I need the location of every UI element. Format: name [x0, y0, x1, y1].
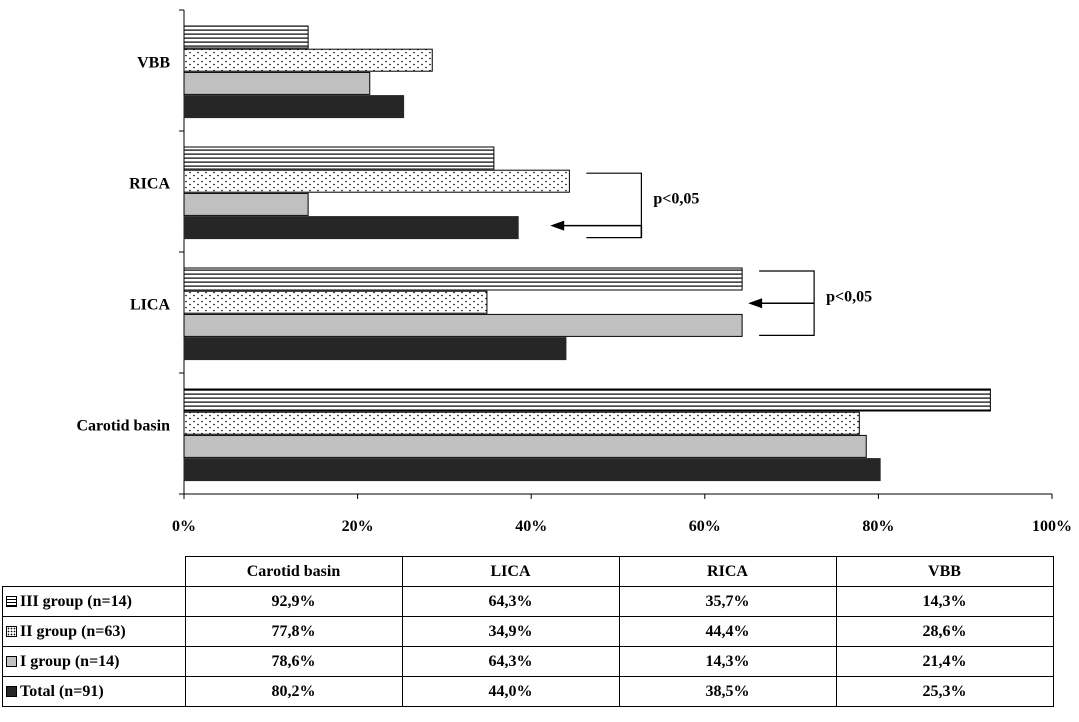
x-tick-label: 0%: [172, 518, 196, 535]
x-tick-label: 80%: [862, 518, 894, 535]
table-cell: 92,9%: [184, 586, 403, 617]
p-value-label: p<0,05: [826, 288, 872, 305]
table-cell: 14,3%: [835, 586, 1054, 617]
bar: [183, 411, 860, 435]
row-label: III group (n=14): [2, 586, 186, 617]
bar: [183, 216, 519, 240]
table-cell: 44,0%: [401, 676, 620, 707]
table-row: I group (n=14) 78,6% 64,3% 14,3% 21,4%: [2, 646, 1054, 677]
table-cell: 35,7%: [618, 586, 837, 617]
table-cell: 34,9%: [401, 616, 620, 647]
table-row: II group (n=63) 77,8% 34,9% 44,4% 28,6%: [2, 616, 1054, 647]
category-label: VBB: [137, 54, 170, 71]
category-label: RICA: [129, 175, 170, 192]
table-cell: 28,6%: [835, 616, 1054, 647]
arrow-head: [550, 220, 565, 231]
row-label-text: III group (n=14): [20, 592, 132, 610]
table-header-row: Carotid basin LICA RICA VBB: [2, 556, 1054, 587]
table-cell: 25,3%: [835, 676, 1054, 707]
row-label-text: Total (n=91): [20, 682, 104, 700]
table-cell: 14,3%: [618, 646, 837, 677]
bar: [183, 48, 433, 72]
table-cell: 78,6%: [184, 646, 403, 677]
significance-annotations: p<0,05 p<0,05: [550, 172, 872, 336]
bar: [183, 313, 743, 337]
significance-arrow-line: [562, 224, 643, 238]
x-tick-label: 60%: [689, 518, 721, 535]
significance-bracket: [586, 172, 642, 239]
x-tick-label: 40%: [515, 518, 547, 535]
row-label-text: I group (n=14): [20, 652, 120, 670]
table-cell: 80,2%: [184, 676, 403, 707]
bar-chart: VBB RICA LICA Carotid basin 0% 20% 40% 60% 80% 1…: [76, 9, 1072, 535]
legend-key-gray: [6, 655, 17, 667]
table-cell: 77,8%: [184, 616, 403, 647]
x-tick-label: 100%: [1032, 518, 1072, 535]
table-row: III group (n=14) 92,9% 64,3% 35,7% 14,3%: [2, 586, 1054, 617]
bar: [183, 146, 495, 170]
table-cell: 38,5%: [618, 676, 837, 707]
category-label: LICA: [130, 296, 170, 313]
row-label: Total (n=91): [2, 676, 186, 707]
category-label: Carotid basin: [76, 417, 170, 434]
table-cell: 64,3%: [401, 586, 620, 617]
chart-bars: [183, 25, 991, 482]
category-labels: VBB RICA LICA Carotid basin: [76, 54, 170, 434]
arrow-head: [748, 298, 763, 309]
column-header: RICA: [618, 556, 837, 587]
legend-key-dots: [6, 625, 17, 637]
table-cell: 64,3%: [401, 646, 620, 677]
legend-key-lines: [6, 595, 17, 607]
data-table: Carotid basin LICA RICA VBB III group (n…: [2, 556, 1054, 707]
table-cell: 44,4%: [618, 616, 837, 647]
bar: [183, 267, 743, 291]
column-header: LICA: [401, 556, 620, 587]
table-corner: [2, 556, 186, 587]
bar: [183, 388, 991, 412]
table-cell: 21,4%: [835, 646, 1054, 677]
legend-key-black: [6, 685, 17, 697]
bar: [183, 25, 309, 49]
table-row: Total (n=91) 80,2% 44,0% 38,5% 25,3%: [2, 676, 1054, 707]
bar: [183, 290, 488, 314]
column-header: VBB: [835, 556, 1054, 587]
row-label: I group (n=14): [2, 646, 186, 677]
bar: [183, 169, 570, 193]
p-value-label: p<0,05: [653, 191, 699, 208]
bar: [183, 458, 881, 482]
row-label-text: II group (n=63): [20, 622, 126, 640]
bar: [183, 95, 405, 119]
x-tick-label: 20%: [342, 518, 374, 535]
bar: [183, 337, 567, 361]
column-header: Carotid basin: [184, 556, 403, 587]
x-tick-labels: 0% 20% 40% 60% 80% 100%: [172, 518, 1072, 535]
row-label: II group (n=63): [2, 616, 186, 647]
bar: [183, 434, 867, 458]
bar: [183, 71, 371, 95]
bar: [183, 192, 309, 216]
